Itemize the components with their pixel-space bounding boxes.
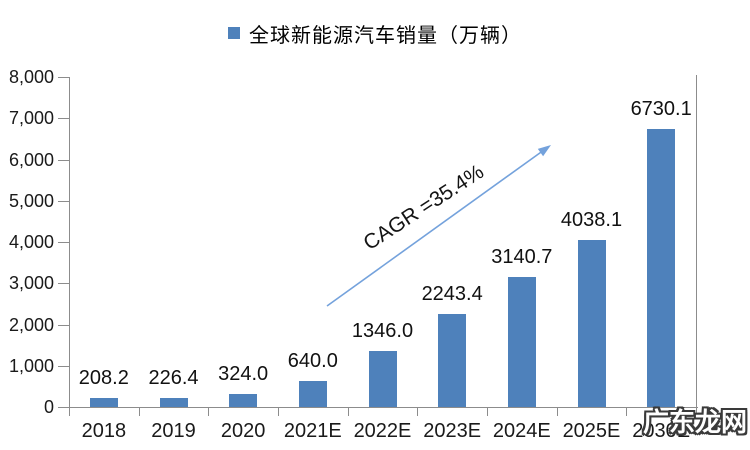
x-axis-category-label: 2030E (632, 420, 691, 442)
bar (577, 240, 606, 407)
y-tick-mark (58, 283, 69, 285)
y-tick-mark (58, 200, 69, 202)
legend-label: 全球新能源汽车销量（万辆） (249, 24, 522, 47)
y-axis-tick-label: 5,000 (8, 190, 54, 211)
x-tick-mark (347, 408, 349, 416)
y-axis-tick-label: 2,000 (8, 314, 54, 335)
bar (298, 380, 327, 407)
x-axis-category-label: 2020 (220, 420, 266, 442)
x-axis-category-label: 2023E (423, 420, 482, 442)
y-axis-tick-label: 1,000 (8, 355, 54, 376)
bar (159, 397, 188, 407)
x-tick-mark (556, 408, 558, 416)
bar-value-label: 324.0 (218, 362, 269, 385)
x-tick-mark (138, 408, 140, 416)
x-axis-category-label: 2019 (151, 420, 196, 442)
bar-value-label: 2243.4 (421, 283, 483, 306)
x-axis-category-label: 2024E (492, 420, 551, 442)
y-axis-tick-label: 4,000 (8, 232, 54, 252)
bar-value-label: 208.2 (78, 367, 129, 390)
y-tick-mark (58, 77, 69, 78)
bar-value-label: 3140.7 (491, 246, 553, 269)
bar-value-label: 4038.1 (560, 209, 623, 232)
y-axis-tick-label: 0 (43, 397, 54, 417)
x-tick-mark (696, 408, 697, 416)
x-tick-mark (278, 408, 279, 416)
bar (368, 351, 397, 407)
x-tick-mark (626, 408, 628, 416)
y-tick-mark (58, 242, 69, 243)
watermark: 广东龙网 (643, 407, 748, 437)
bar (89, 398, 118, 407)
x-tick-mark (487, 408, 488, 416)
x-axis-line (58, 407, 698, 408)
y-tick-mark (58, 365, 69, 367)
bar (438, 314, 467, 407)
bar (507, 277, 536, 407)
y-tick-mark (58, 159, 69, 161)
chart-legend: 全球新能源汽车销量（万辆） (0, 18, 750, 48)
x-tick-mark (69, 408, 70, 416)
y-tick-mark (58, 118, 69, 120)
x-axis-category-label: 2018 (81, 420, 127, 442)
y-axis-tick-label: 6,000 (8, 149, 54, 170)
x-axis-category-label: 2025E (562, 420, 621, 442)
plot-right-border (696, 75, 697, 407)
x-tick-mark (417, 408, 419, 416)
y-axis-line (69, 77, 70, 407)
legend-marker-icon (228, 27, 240, 39)
bar-value-label: 1346.0 (351, 320, 414, 343)
bar (229, 393, 258, 407)
x-axis-category-label: 2021E (283, 420, 342, 442)
x-tick-mark (208, 408, 210, 416)
y-axis-tick-label: 3,000 (8, 273, 54, 294)
bar-value-label: 640.0 (287, 349, 338, 372)
y-axis-tick-label: 7,000 (8, 108, 54, 129)
y-tick-mark (58, 407, 69, 408)
x-axis-category-label: 2022E (353, 420, 412, 442)
y-axis-tick-label: 8,000 (8, 67, 54, 87)
y-tick-mark (58, 324, 69, 326)
bar (647, 129, 676, 407)
bar-value-label: 226.4 (148, 366, 199, 389)
bar-value-label: 6730.1 (630, 98, 692, 121)
